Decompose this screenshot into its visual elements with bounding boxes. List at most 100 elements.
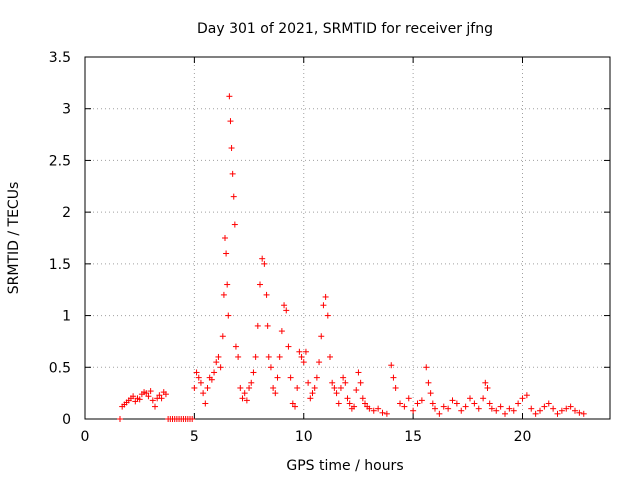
data-point [229, 170, 236, 177]
data-point [246, 384, 253, 391]
data-point [425, 379, 432, 386]
x-tick-label: 10 [295, 429, 313, 445]
data-point [243, 397, 250, 404]
data-point [263, 291, 270, 298]
data-point [265, 353, 272, 360]
data-point [264, 322, 271, 329]
data-point [440, 403, 447, 410]
data-point [462, 403, 469, 410]
data-point [195, 374, 202, 381]
data-point [211, 369, 218, 376]
data-point [390, 374, 397, 381]
data-point [283, 307, 290, 314]
data-point [136, 396, 143, 403]
data-point [342, 379, 349, 386]
data-point [383, 410, 390, 417]
data-point [453, 400, 460, 407]
data-point [117, 416, 123, 422]
data-point [149, 397, 156, 404]
data-point [405, 395, 412, 402]
data-point [357, 379, 364, 386]
data-point [225, 312, 232, 319]
data-point [458, 407, 465, 414]
data-point [353, 387, 360, 394]
data-point [145, 393, 152, 400]
data-point [276, 353, 283, 360]
data-point [335, 400, 342, 407]
y-tick-label: 0 [62, 412, 71, 428]
data-point [130, 393, 137, 400]
chart-title: Day 301 of 2021, SRMTID for receiver jfn… [197, 21, 493, 37]
data-point [324, 312, 331, 319]
data-point [302, 348, 309, 355]
data-point [471, 400, 478, 407]
data-point [220, 291, 227, 298]
data-point [488, 405, 495, 412]
data-point [298, 353, 305, 360]
data-point [567, 403, 574, 410]
data-point [558, 407, 565, 414]
data-point [294, 384, 301, 391]
data-point [272, 390, 279, 397]
data-point [232, 343, 239, 350]
data-point [432, 405, 438, 412]
data-point [532, 410, 539, 417]
y-axis-label: SRMTID / TECUs [6, 182, 22, 295]
data-point [222, 235, 228, 241]
data-point [152, 403, 158, 410]
axis-ticks: 0 5 10 15 20 0 0.5 1 1.5 2 2.5 3 3.5 [49, 50, 610, 445]
data-point [300, 359, 307, 366]
data-point [467, 395, 473, 402]
data-point [227, 118, 234, 125]
data-point [344, 395, 351, 402]
data-point [259, 255, 266, 262]
data-point [162, 391, 169, 398]
data-point [346, 400, 353, 407]
data-point [320, 302, 327, 309]
data-point [158, 395, 165, 402]
data-point [375, 405, 382, 412]
data-point [278, 328, 285, 335]
data-point [307, 395, 314, 402]
data-point [254, 322, 261, 329]
data-point [197, 379, 204, 386]
data-point [331, 384, 338, 391]
data-point [423, 364, 430, 371]
data-point [401, 403, 408, 410]
data-point [289, 400, 296, 407]
data-point [224, 281, 231, 288]
data-point [366, 405, 373, 412]
data-point [309, 390, 316, 397]
data-point [436, 410, 443, 417]
data-point [156, 392, 163, 399]
data-point [267, 364, 274, 371]
data-point [528, 405, 535, 412]
data-point [337, 384, 344, 391]
data-point [261, 260, 268, 267]
data-point [316, 359, 323, 366]
data-point [241, 390, 248, 397]
data-point [217, 364, 224, 371]
data-point [239, 395, 246, 402]
data-point [327, 353, 333, 360]
data-point [250, 369, 257, 376]
data-point [333, 390, 340, 397]
data-point [311, 384, 318, 391]
data-point [545, 400, 552, 407]
data-point [193, 369, 200, 376]
data-point [329, 379, 336, 386]
y-tick-label: 2.5 [49, 153, 71, 169]
y-tick-label: 0.5 [49, 360, 71, 376]
data-point [257, 281, 263, 288]
data-point [270, 384, 277, 391]
data-point [235, 353, 242, 360]
data-point [482, 379, 489, 386]
data-point [200, 390, 207, 397]
data-point [223, 250, 230, 257]
data-point [359, 395, 366, 402]
data-point [318, 333, 325, 340]
data-point [351, 403, 358, 410]
data-point [322, 293, 329, 300]
